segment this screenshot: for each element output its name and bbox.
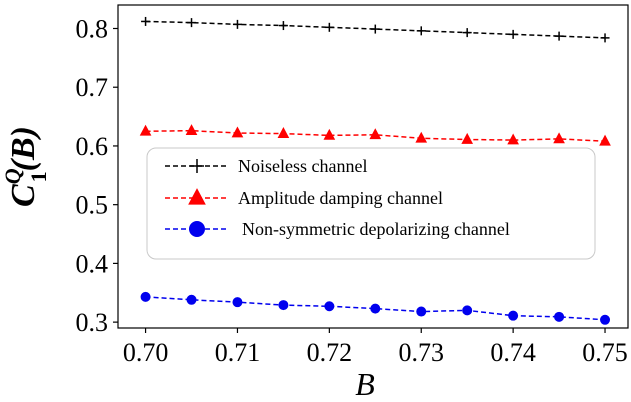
x-tick-label: 0.74 [490, 338, 536, 367]
series-2-point [185, 124, 198, 136]
y-axis-label-argument: (B) [5, 126, 42, 171]
series-2-point [323, 128, 336, 140]
series-1 [141, 16, 610, 43]
legend-marker [190, 159, 204, 173]
y-tick-label: 0.3 [76, 308, 109, 337]
series-1-point [462, 28, 472, 38]
series-1-line [145, 20, 606, 39]
series-1-point [370, 24, 380, 34]
series-3 [140, 291, 611, 325]
series-3-point [416, 306, 427, 317]
series-3-point [600, 314, 611, 325]
series-2-point [507, 133, 519, 145]
legend-label: Noiseless channel [238, 156, 367, 176]
series-1-point [232, 19, 242, 29]
series-2-point [415, 131, 428, 143]
legend-entry-2: Amplitude damping channel [165, 188, 443, 208]
series-2-point [461, 132, 474, 144]
series-1-point [141, 16, 151, 26]
legend-label: Amplitude damping channel [238, 188, 443, 208]
x-tick-label: 0.75 [582, 338, 628, 367]
series-3-point [554, 311, 565, 322]
y-tick-label: 0.8 [76, 14, 109, 43]
series-2-point [369, 128, 382, 140]
legend-label: Non-symmetric depolarizing channel [242, 219, 510, 239]
series-2-point [277, 127, 290, 138]
series-1-point [508, 29, 518, 39]
legend-entry-3: Non-symmetric depolarizing channel [165, 219, 510, 239]
series-2-point [139, 124, 152, 136]
legend-frame [146, 147, 596, 260]
x-tick-label: 0.72 [307, 338, 353, 367]
series-3-point [462, 305, 473, 316]
series-3-point [140, 291, 151, 302]
series-2-point [553, 132, 565, 144]
series-2-point [231, 126, 244, 138]
y-tick-label: 0.4 [76, 249, 109, 278]
series-3-point [508, 310, 519, 321]
y-axis-label-superscript: Q [0, 168, 25, 184]
series-2 [139, 124, 611, 146]
legend: Noiseless channel Amplitude damping chann… [146, 147, 596, 260]
x-tick-label: 0.73 [398, 338, 444, 367]
legend-marker [189, 221, 205, 237]
y-tick-label: 0.5 [76, 191, 109, 220]
series-1-point [187, 18, 197, 28]
series-3-point [370, 303, 381, 314]
series-3-line [145, 296, 606, 321]
series-layer [139, 16, 611, 325]
series-2-point [599, 134, 611, 146]
y-axis-label-base: C [5, 184, 42, 207]
x-tick-label: 0.70 [123, 338, 169, 367]
series-3-point [324, 301, 335, 312]
x-tick-label: 0.71 [215, 338, 261, 367]
y-tick-label: 0.7 [76, 73, 109, 102]
series-2-line [145, 129, 606, 142]
x-axis-label: B [355, 366, 375, 402]
legend-marker [188, 188, 206, 205]
series-1-point [600, 33, 610, 43]
series-1-point [416, 26, 426, 36]
axes-frame [117, 4, 629, 329]
series-3-point [232, 297, 243, 308]
series-3-point [278, 300, 289, 311]
series-3-point [186, 294, 197, 305]
axes-layer: 0.70 0.71 0.72 0.73 0.74 0.75 0.3 0.4 0.5 0.6 0.7 0… [76, 4, 629, 367]
series-1-point [324, 22, 334, 32]
series-1-point [554, 31, 564, 41]
legend-entry-1: Noiseless channel [165, 156, 367, 176]
y-tick-label: 0.6 [76, 132, 109, 161]
y-axis-label-subscript: 1 [26, 171, 51, 182]
y-axis-label: CQ1(B) [0, 126, 51, 207]
series-1-point [278, 21, 288, 31]
